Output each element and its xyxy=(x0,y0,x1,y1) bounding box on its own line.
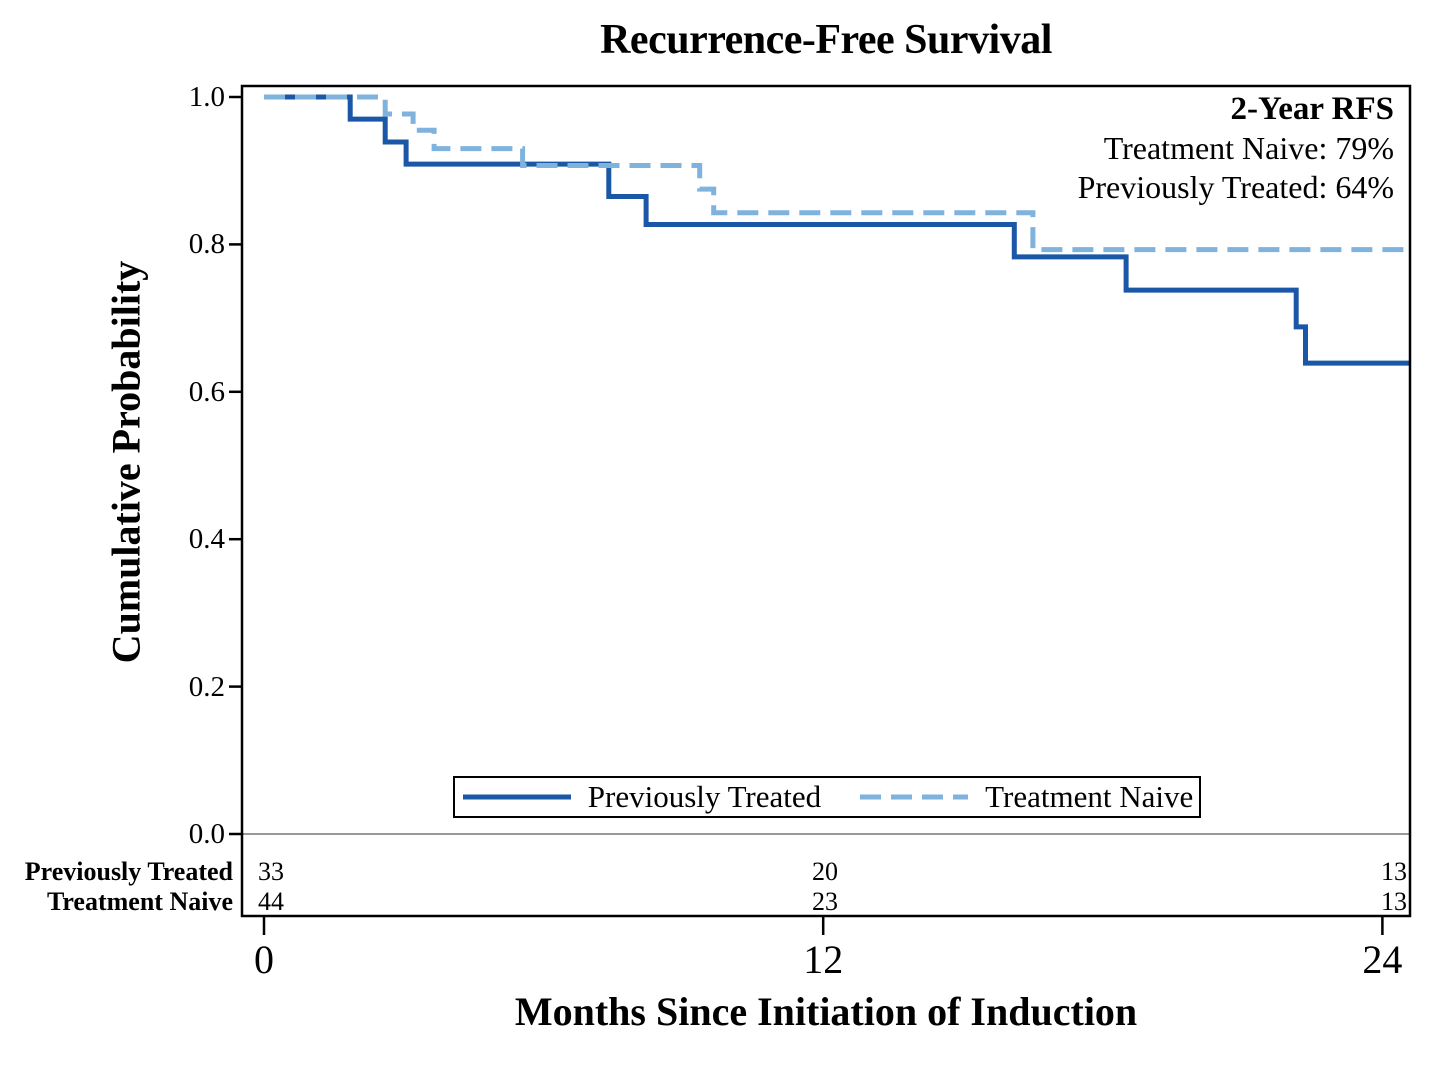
y-tick-label: 0.2 xyxy=(188,670,225,703)
y-tick-label: 0.4 xyxy=(188,523,225,556)
legend-dashed-line-swatch xyxy=(860,794,969,800)
x-tick-label: 12 xyxy=(803,937,844,982)
curve-treatment-naive xyxy=(264,94,1411,253)
legend-label-previously-treated: Previously Treated xyxy=(587,779,822,814)
y-tick-label: 0.0 xyxy=(188,818,225,850)
annotation-previously-treated: Previously Treated: 64% xyxy=(1077,169,1394,205)
legend: Previously Treated Treatment Naive xyxy=(453,776,1201,818)
risk-count-treatment-naive: 23 xyxy=(812,887,838,916)
risk-count-treatment-naive: 44 xyxy=(258,887,284,916)
x-tick-label: 24 xyxy=(1362,937,1403,982)
two-year-rfs-annotation: 2-Year RFS Treatment Naive: 79% Previous… xyxy=(1078,90,1394,207)
annotation-treatment-naive: Treatment Naive: 79% xyxy=(1103,130,1394,166)
risk-row-label-treatment-naive: Treatment Naive xyxy=(46,887,233,916)
x-tick-label: 0 xyxy=(254,937,274,982)
y-tick-label: 0.8 xyxy=(188,228,225,261)
legend-solid-line-swatch xyxy=(462,794,571,800)
legend-label-treatment-naive: Treatment Naive xyxy=(985,779,1194,814)
risk-row-label-previously-treated: Previously Treated xyxy=(24,857,233,886)
y-axis-title: Cumulative Probability xyxy=(103,260,149,664)
x-axis-title: Months Since Initiation of Induction xyxy=(514,989,1138,1034)
risk-count-previously-treated: 13 xyxy=(1381,857,1407,886)
risk-count-previously-treated: 33 xyxy=(258,857,284,886)
curve-previously-treated xyxy=(264,94,1411,366)
chart-title: Recurrence-Free Survival xyxy=(600,17,1052,63)
plot-frame xyxy=(240,84,1412,918)
y-tick-label: 0.6 xyxy=(188,375,225,408)
y-tick-label: 1.0 xyxy=(188,81,225,113)
risk-count-previously-treated: 20 xyxy=(812,857,838,886)
risk-count-treatment-naive: 13 xyxy=(1381,887,1407,916)
annotation-title: 2-Year RFS xyxy=(1230,91,1394,127)
